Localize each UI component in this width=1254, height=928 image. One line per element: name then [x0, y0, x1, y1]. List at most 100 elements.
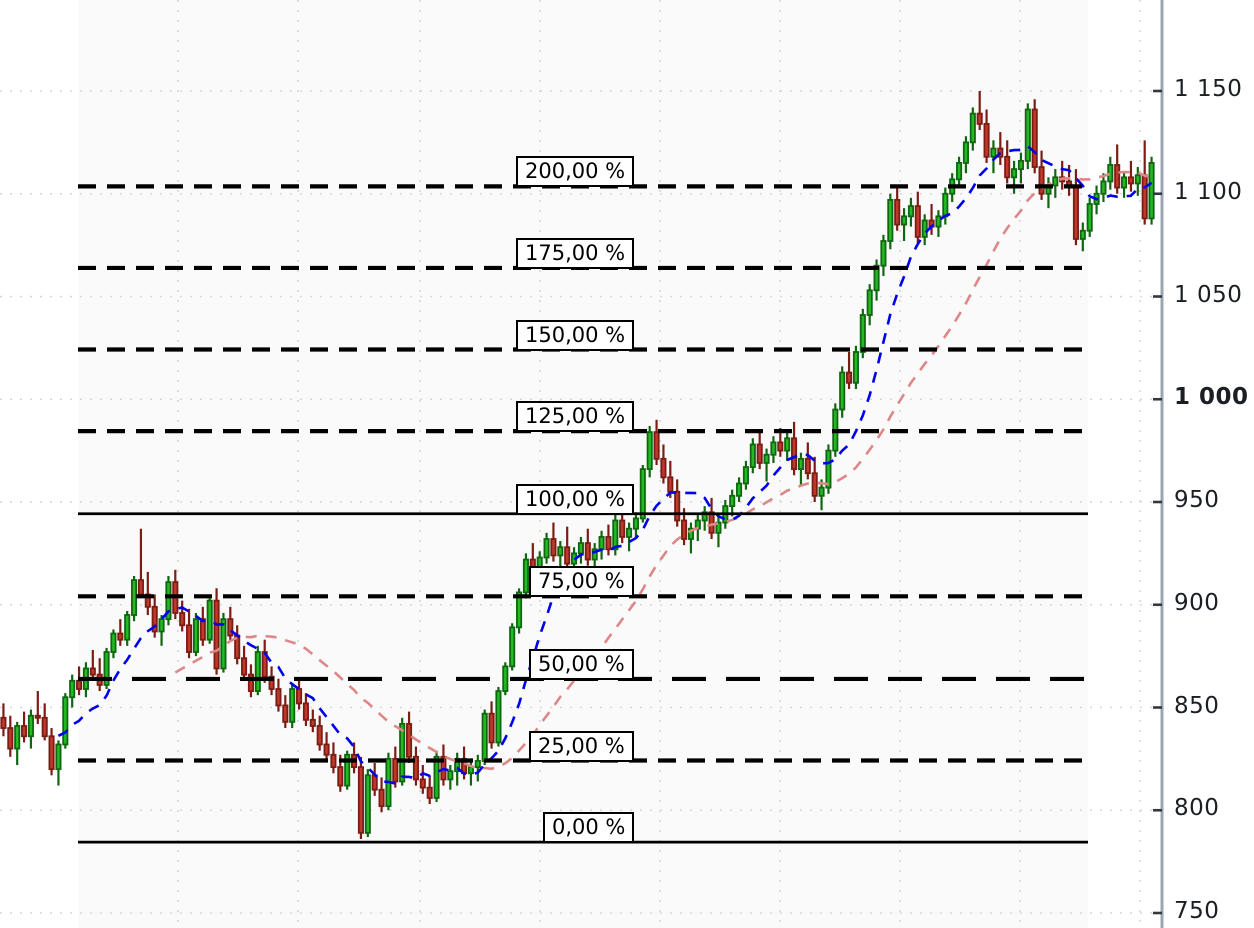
candle-body [1038, 166, 1045, 195]
candle-body [880, 240, 887, 267]
candlestick [791, 421, 798, 476]
candle-body [791, 437, 798, 471]
candle-body [199, 618, 206, 641]
candle-body [1004, 155, 1011, 179]
candle-body [151, 605, 158, 633]
candlestick [344, 750, 351, 790]
candlestick [846, 351, 853, 389]
candlestick [660, 444, 667, 484]
candle-body [509, 626, 516, 668]
candlestick [27, 709, 34, 749]
candlestick [330, 742, 337, 774]
candle-body [21, 725, 28, 738]
y-axis-label-900: 900 [1174, 589, 1220, 616]
candlestick [653, 419, 660, 466]
candle-body [289, 688, 296, 723]
candlestick [797, 452, 804, 486]
candle-body [901, 215, 908, 226]
fib-label-175: 175,00 % [516, 237, 635, 269]
candlestick [488, 701, 495, 749]
candlestick [509, 623, 516, 671]
candle-body [983, 122, 990, 158]
candle-body [481, 712, 488, 762]
candlestick [357, 756, 364, 840]
candle-body [736, 482, 743, 497]
candlestick [626, 522, 633, 552]
candle-body [502, 665, 509, 692]
candle-body [467, 766, 474, 775]
candle-body [247, 673, 254, 692]
candle-body [942, 192, 949, 218]
candle-body [976, 112, 983, 125]
candle-body [131, 579, 138, 616]
candle-body [667, 476, 674, 493]
candlestick [179, 600, 186, 632]
candle-body [584, 542, 591, 561]
candle-body [701, 511, 708, 522]
candle-body [62, 696, 69, 746]
candle-body [1079, 229, 1086, 240]
candlestick [0, 703, 7, 737]
candle-body [1072, 186, 1079, 240]
candle-body [715, 521, 722, 534]
candle-body [186, 624, 193, 653]
candlestick [254, 645, 261, 696]
candle-body [784, 437, 791, 452]
candlestick [447, 765, 454, 790]
candlestick [632, 512, 639, 539]
candle-body [220, 618, 227, 670]
candlestick [275, 678, 282, 712]
candlestick [969, 107, 976, 151]
candle-body [1100, 180, 1107, 195]
candle-body [474, 760, 481, 768]
candle-body [254, 651, 261, 692]
candlestick [564, 526, 571, 570]
candlestick [62, 693, 69, 749]
candle-body [1141, 174, 1148, 220]
candle-body [137, 579, 144, 596]
candlestick [316, 715, 323, 751]
candlestick [887, 193, 894, 250]
candlestick [89, 649, 96, 679]
candlestick [412, 746, 419, 786]
candlestick [323, 732, 330, 761]
candle-body [557, 546, 564, 557]
fib-label-75: 75,00 % [529, 566, 634, 598]
candlestick [227, 606, 234, 642]
fib-label-50: 50,00 % [529, 648, 634, 680]
candle-body [364, 774, 371, 834]
candlestick [1024, 103, 1031, 170]
candle-body [330, 753, 337, 768]
fib-label-150: 150,00 % [516, 319, 635, 351]
candlestick [736, 477, 743, 502]
candle-body [495, 690, 502, 744]
ma-slow-line [174, 170, 1152, 771]
candle-body [1052, 176, 1059, 187]
candlestick [763, 448, 770, 482]
candle-body [612, 519, 619, 551]
candlestick [34, 691, 41, 724]
candle-body [1024, 108, 1031, 162]
candlestick [110, 629, 117, 659]
candlestick [770, 436, 777, 463]
candlestick [584, 528, 591, 566]
candle-body [962, 141, 969, 164]
candle-body [797, 457, 804, 471]
candlestick [557, 541, 564, 568]
candle-body [179, 612, 186, 627]
candle-body [344, 753, 351, 787]
y-axis-label-1150: 1 150 [1174, 76, 1243, 102]
candlestick [935, 210, 942, 237]
candle-body [447, 770, 454, 781]
candle-body [426, 786, 433, 799]
candlestick [1114, 144, 1121, 194]
candle-body [488, 712, 495, 744]
candle-body [681, 519, 688, 540]
candlestick [866, 284, 873, 326]
candle-body [811, 472, 818, 497]
y-axis-label-850: 850 [1174, 692, 1220, 719]
candle-body [522, 558, 529, 594]
candle-body [550, 538, 557, 557]
candle-body [1086, 203, 1093, 232]
candle-body [935, 215, 942, 228]
